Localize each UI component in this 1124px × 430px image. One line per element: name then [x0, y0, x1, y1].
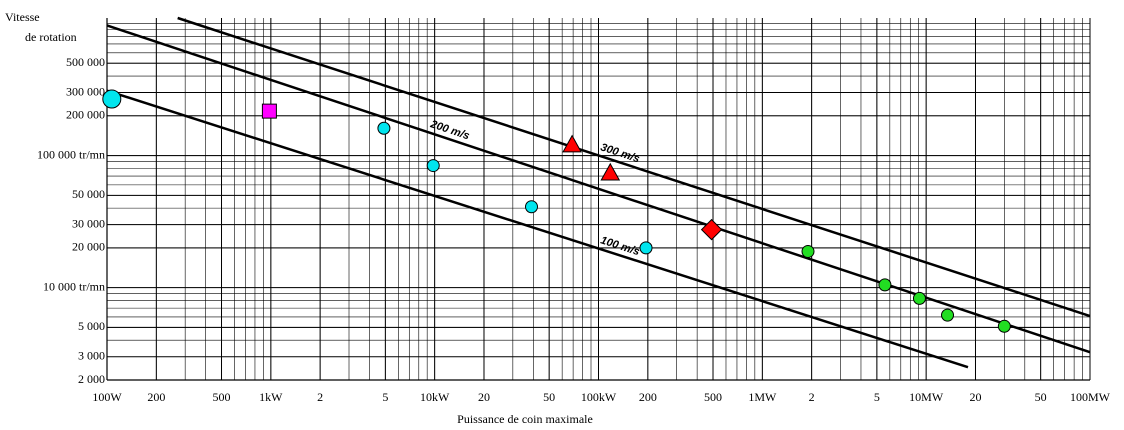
x-tick-label: 500 — [213, 390, 231, 404]
y-tick-label: 10 000 tr/mn — [43, 279, 105, 293]
point — [261, 103, 277, 119]
y-tick-label: 50 000 — [72, 187, 105, 201]
point — [912, 291, 926, 305]
x-tick-label: 50 — [543, 390, 555, 404]
x-tick-label: 200 — [639, 390, 657, 404]
point — [525, 200, 539, 214]
y-tick-label: 200 000 — [66, 108, 105, 122]
speed-line — [106, 89, 969, 369]
y-tick-label: 500 000 — [66, 55, 105, 69]
x-tick-label: 2 — [317, 390, 323, 404]
point — [878, 278, 892, 292]
point — [700, 218, 723, 241]
point — [426, 159, 440, 173]
x-tick-label: 20 — [969, 390, 981, 404]
point — [377, 121, 391, 135]
x-tick-label: 200 — [147, 390, 165, 404]
speed-line — [106, 24, 1091, 354]
x-tick-label: 5 — [874, 390, 880, 404]
x-tick-label: 50 — [1035, 390, 1047, 404]
point — [941, 308, 955, 322]
x-tick-label: 100W — [92, 390, 122, 404]
x-tick-label: 1MW — [748, 390, 777, 404]
x-axis-title: Puissance de coin maximale — [457, 412, 593, 426]
y-tick-label: 2 000 — [78, 372, 105, 386]
speed-line — [177, 16, 1091, 318]
point — [639, 241, 653, 255]
y-tick-label: 30 000 — [72, 216, 105, 230]
y-tick-label: 5 000 — [78, 319, 105, 333]
y-axis-title: Vitesse — [5, 10, 40, 24]
x-tick-label: 100MW — [1070, 390, 1111, 404]
y-tick-label: 20 000 — [72, 240, 105, 254]
y-axis-title: de rotation — [25, 30, 77, 44]
x-tick-label: 100kW — [581, 390, 617, 404]
y-tick-label: 3 000 — [78, 348, 105, 362]
point — [997, 319, 1011, 333]
x-tick-label: 5 — [382, 390, 388, 404]
point — [102, 89, 122, 109]
point — [562, 134, 582, 153]
point — [801, 244, 815, 258]
y-tick-label: 100 000 tr/mn — [37, 147, 105, 161]
x-tick-label: 1kW — [259, 390, 283, 404]
x-tick-label: 10kW — [420, 390, 450, 404]
point — [600, 162, 621, 181]
x-tick-label: 10MW — [909, 390, 944, 404]
x-tick-label: 20 — [478, 390, 490, 404]
y-tick-label: 300 000 — [66, 84, 105, 98]
x-tick-label: 2 — [809, 390, 815, 404]
x-tick-label: 500 — [704, 390, 722, 404]
